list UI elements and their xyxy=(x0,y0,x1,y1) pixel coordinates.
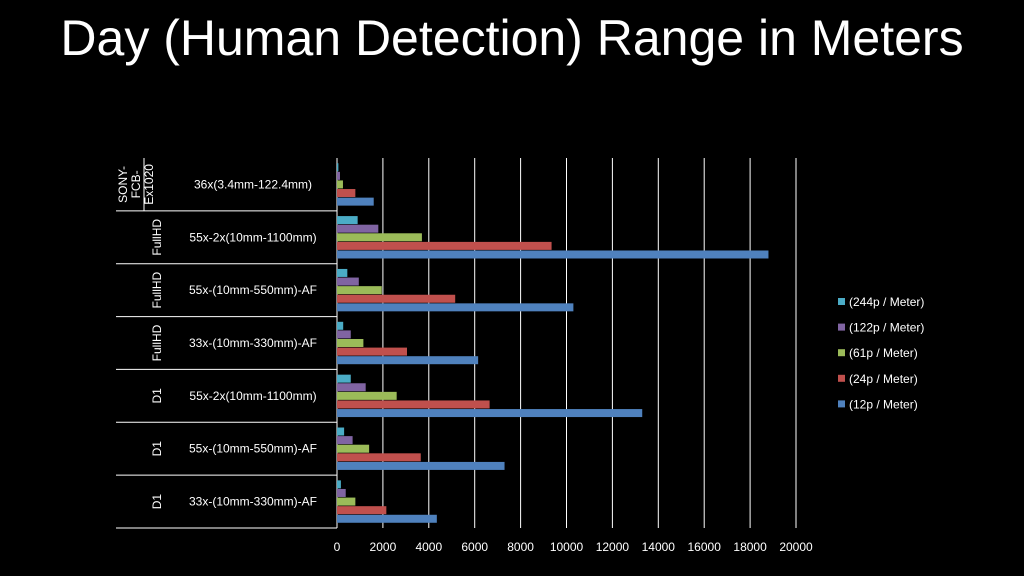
group-label: FullHD xyxy=(150,324,164,361)
group-label-line: SONY- xyxy=(116,166,130,203)
bar-5-6 xyxy=(337,461,505,470)
bar-4-6 xyxy=(337,453,421,462)
x-tick-label: 0 xyxy=(334,540,341,554)
bar-2-6 xyxy=(337,436,353,445)
bar-2-7 xyxy=(337,488,346,497)
chart-title: Day (Human Detection) Range in Meters xyxy=(60,10,964,66)
category-label: 55x-2x(10mm-1100mm) xyxy=(189,389,316,403)
category-label: 33x-(10mm-330mm)-AF xyxy=(189,336,317,350)
bar-1-6 xyxy=(337,427,345,436)
x-tick-label: 14000 xyxy=(642,540,676,554)
group-label-line: FCB- xyxy=(129,170,143,198)
bar-1-5 xyxy=(337,374,351,383)
bar-1-3 xyxy=(337,268,348,277)
bar-2-3 xyxy=(337,277,359,286)
x-tick-label: 6000 xyxy=(461,540,488,554)
group-label: FullHD xyxy=(150,219,164,256)
category-label: 55x-2x(10mm-1100mm) xyxy=(189,230,316,244)
bar-1-7 xyxy=(337,480,341,489)
bar-4-2 xyxy=(337,241,552,250)
bar-3-4 xyxy=(337,339,364,347)
bar-5-3 xyxy=(337,303,574,312)
bar-5-4 xyxy=(337,356,479,365)
legend-entry: (12p / Meter) xyxy=(849,397,918,411)
x-tick-label: 12000 xyxy=(596,540,630,554)
bar-4-4 xyxy=(337,347,407,356)
bar-3-7 xyxy=(337,497,356,506)
legend-swatch xyxy=(838,323,845,331)
bar-2-2 xyxy=(337,224,379,233)
legend-swatch xyxy=(838,349,845,357)
category-label: 33x-(10mm-330mm)-AF xyxy=(189,495,317,509)
x-tick-label: 10000 xyxy=(550,540,584,554)
bar-1-1 xyxy=(337,163,339,172)
legend-entry: (244p / Meter) xyxy=(849,295,924,309)
bar-3-2 xyxy=(337,233,422,242)
bar-4-5 xyxy=(337,400,490,409)
bar-3-5 xyxy=(337,391,397,400)
legend-swatch xyxy=(838,400,845,408)
bar-2-1 xyxy=(337,171,340,180)
bar-5-5 xyxy=(337,409,643,418)
bar-1-4 xyxy=(337,321,344,330)
x-tick-label: 4000 xyxy=(415,540,442,554)
group-label: D1 xyxy=(150,441,164,457)
bar-3-3 xyxy=(337,286,382,295)
group-label: D1 xyxy=(150,494,164,510)
bar-4-3 xyxy=(337,294,456,303)
bar-3-6 xyxy=(337,444,370,453)
bar-1-2 xyxy=(337,216,358,225)
category-label: 36x(3.4mm-122.4mm) xyxy=(194,177,312,191)
category-label: 55x-(10mm-550mm)-AF xyxy=(189,283,317,297)
x-tick-label: 8000 xyxy=(507,540,534,554)
x-tick-label: 16000 xyxy=(688,540,722,554)
legend-entry: (24p / Meter) xyxy=(849,372,918,386)
bar-5-2 xyxy=(337,250,769,259)
legend-entry: (122p / Meter) xyxy=(849,321,924,335)
x-tick-label: 20000 xyxy=(779,540,813,554)
bar-5-1 xyxy=(337,197,374,206)
legend-swatch xyxy=(838,374,845,382)
bar-3-1 xyxy=(337,180,343,189)
legend-entry: (61p / Meter) xyxy=(849,346,918,360)
bar-2-5 xyxy=(337,383,366,392)
group-label: D1 xyxy=(150,388,164,404)
legend-swatch xyxy=(838,298,845,305)
category-label: 55x-(10mm-550mm)-AF xyxy=(189,442,317,456)
group-label-line: Ex1020 xyxy=(142,164,156,205)
bar-5-7 xyxy=(337,514,437,523)
bar-4-1 xyxy=(337,189,356,198)
bar-4-7 xyxy=(337,506,387,515)
bar-2-4 xyxy=(337,330,351,339)
group-label: SONY-FCB-Ex1020 xyxy=(116,164,156,205)
group-label: FullHD xyxy=(150,271,164,308)
x-tick-label: 18000 xyxy=(733,540,767,554)
x-tick-label: 2000 xyxy=(370,540,397,554)
